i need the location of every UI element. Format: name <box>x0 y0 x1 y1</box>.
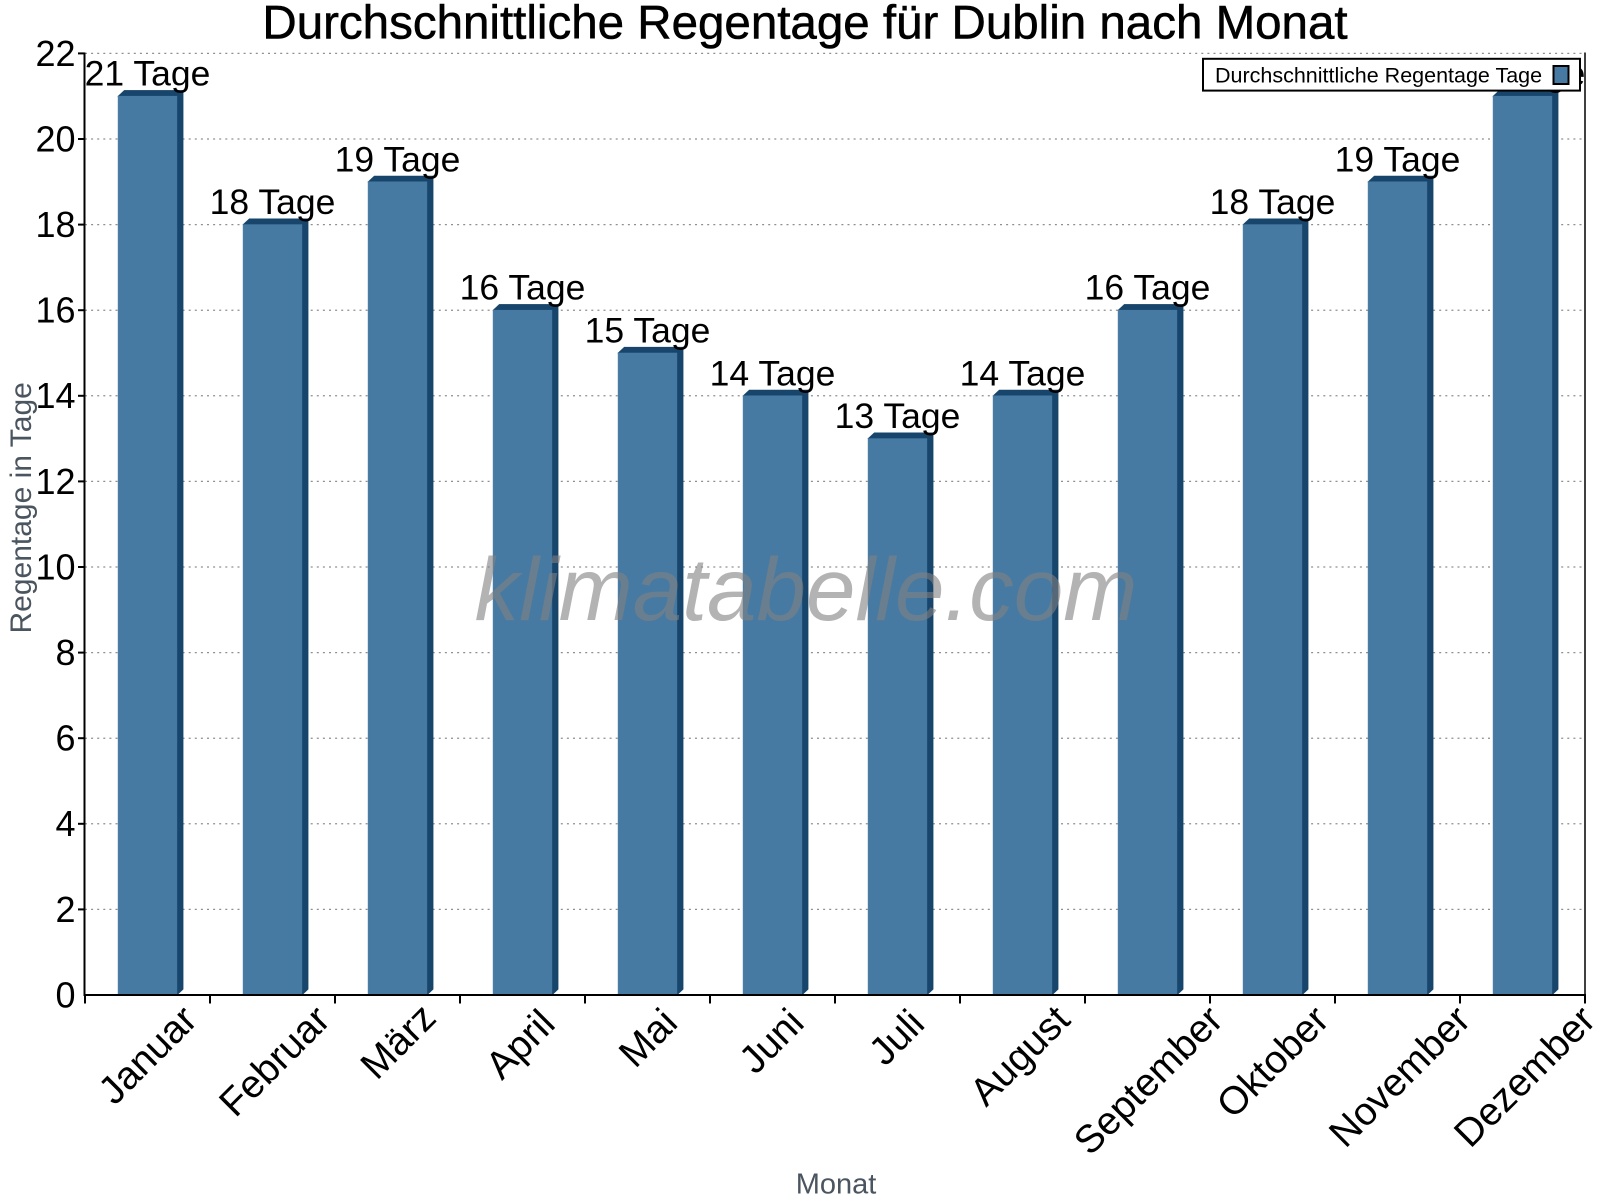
svg-text:Regentage in Tage: Regentage in Tage <box>5 382 38 633</box>
svg-text:21 Tage: 21 Tage <box>85 54 211 94</box>
svg-text:22: 22 <box>35 33 75 74</box>
svg-text:14 Tage: 14 Tage <box>710 353 836 393</box>
svg-text:6: 6 <box>55 718 75 759</box>
svg-text:2: 2 <box>55 889 75 930</box>
svg-text:16 Tage: 16 Tage <box>1085 268 1211 308</box>
svg-text:19 Tage: 19 Tage <box>1335 139 1461 179</box>
svg-text:12: 12 <box>35 461 75 502</box>
svg-text:Durchschnittliche Regentage Ta: Durchschnittliche Regentage Tage <box>1215 63 1542 87</box>
svg-text:18: 18 <box>35 204 75 245</box>
svg-text:19 Tage: 19 Tage <box>335 139 461 179</box>
svg-text:13 Tage: 13 Tage <box>835 396 961 436</box>
svg-text:20: 20 <box>35 118 75 159</box>
svg-text:8: 8 <box>55 632 75 673</box>
svg-text:18 Tage: 18 Tage <box>210 182 336 222</box>
svg-text:10: 10 <box>35 546 75 587</box>
svg-text:18 Tage: 18 Tage <box>1210 182 1336 222</box>
svg-text:14: 14 <box>35 375 75 416</box>
svg-text:14 Tage: 14 Tage <box>960 353 1086 393</box>
svg-text:Durchschnittliche Regentage fü: Durchschnittliche Regentage für Dublin n… <box>262 0 1347 49</box>
svg-text:16 Tage: 16 Tage <box>460 268 586 308</box>
svg-text:16: 16 <box>35 290 75 331</box>
svg-text:Monat: Monat <box>796 1169 877 1200</box>
svg-text:klimatabelle.com: klimatabelle.com <box>475 539 1138 639</box>
svg-text:0: 0 <box>55 974 75 1015</box>
svg-text:4: 4 <box>55 803 75 844</box>
svg-text:15 Tage: 15 Tage <box>585 311 711 351</box>
